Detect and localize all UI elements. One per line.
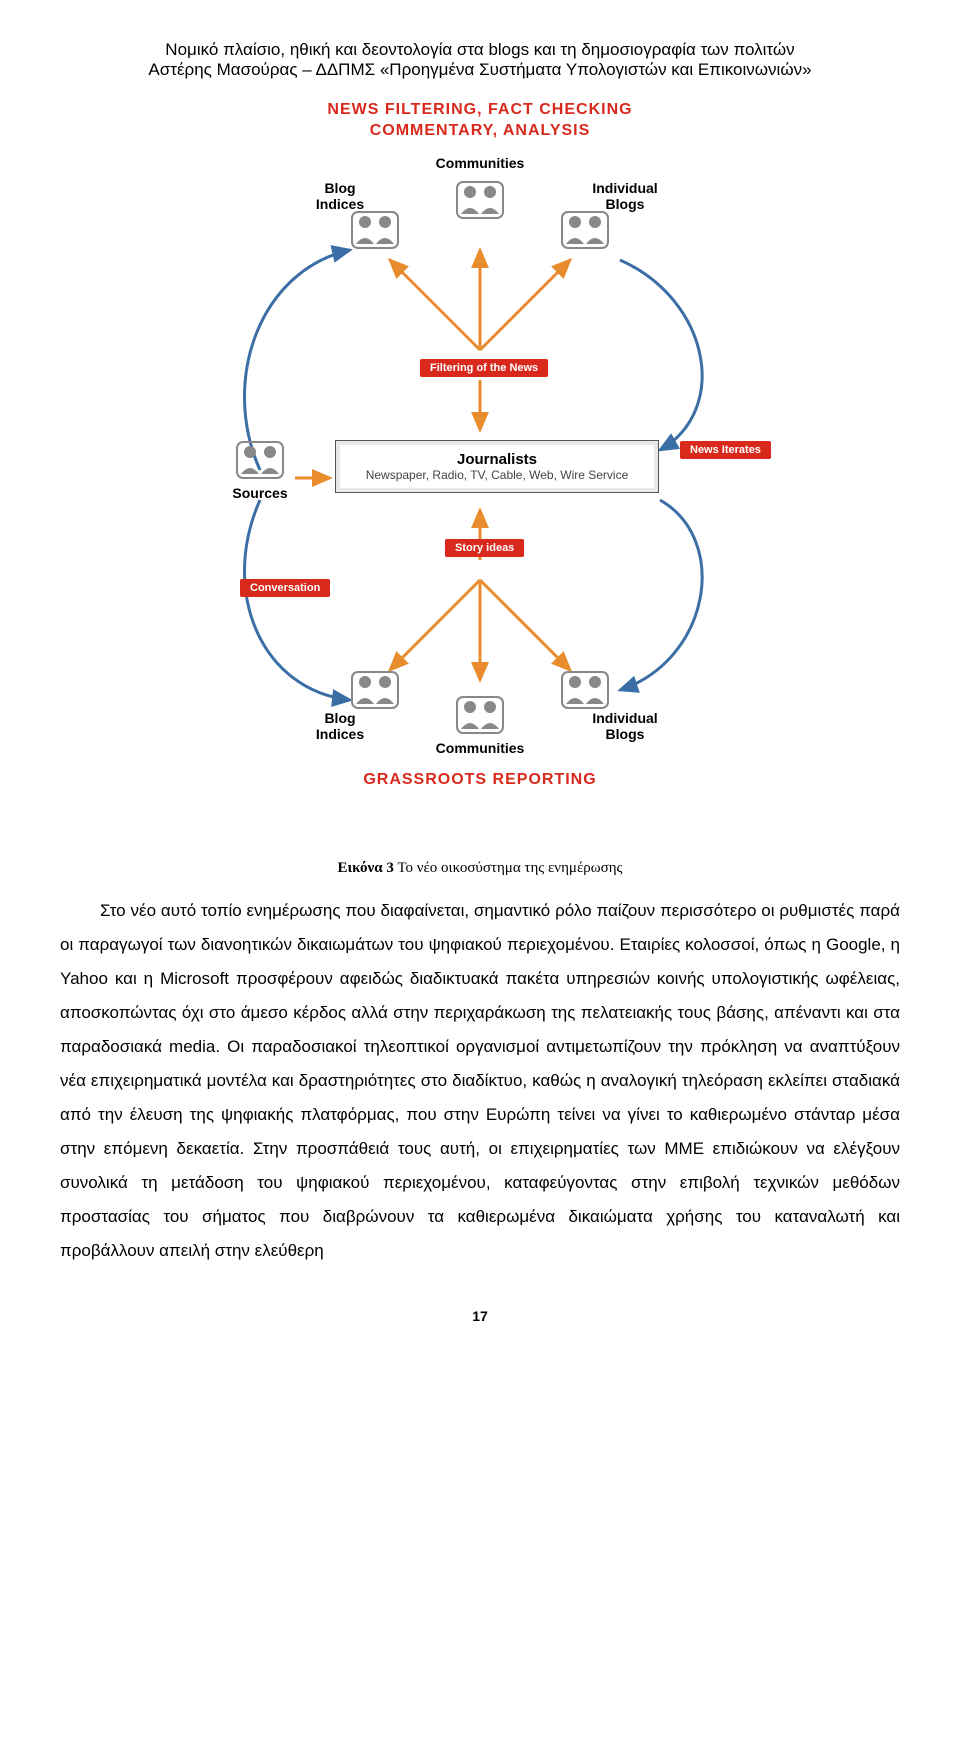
header-line2: Αστέρης Μασούρας – ΔΔΠΜΣ «Προηγμένα Συστ…	[60, 60, 900, 80]
diagram-container: NEWS FILTERING, FACT CHECKING COMMENTARY…	[60, 100, 900, 820]
label-communities-bottom: Communities	[430, 740, 530, 756]
top-red-heading: NEWS FILTERING, FACT CHECKING COMMENTARY…	[200, 100, 760, 142]
caption-rest: Το νέο οικοσύστημα της ενημέρωσης	[394, 860, 623, 876]
journalists-title: Journalists	[352, 451, 642, 468]
top-heading-line2: COMMENTARY, ANALYSIS	[370, 122, 591, 139]
individual-b-l1: Individual	[592, 710, 657, 726]
journalists-subtitle: Newspaper, Radio, TV, Cable, Web, Wire S…	[352, 468, 642, 482]
pill-news-iterates: News Iterates	[680, 441, 771, 459]
label-communities-top: Communities	[430, 155, 530, 171]
body-paragraph: Στο νέο αυτό τοπίο ενημέρωσης που διαφαί…	[60, 894, 900, 1268]
people-icon	[455, 180, 505, 220]
individual-b-l2: Blogs	[606, 726, 645, 742]
page-number: 17	[60, 1308, 900, 1324]
bottom-red-heading: GRASSROOTS REPORTING	[200, 770, 760, 791]
people-icon	[350, 210, 400, 250]
people-icon	[560, 670, 610, 710]
label-sources: Sources	[225, 485, 295, 501]
people-icon	[235, 440, 285, 480]
blog-indices-b-l1: Blog	[324, 710, 355, 726]
label-individual-blogs-bottom: Individual Blogs	[580, 710, 670, 742]
blog-indices-l1: Blog	[324, 180, 355, 196]
caption-bold: Εικόνα 3	[337, 860, 393, 876]
label-blog-indices-bottom: Blog Indices	[305, 710, 375, 742]
header-line1: Νομικό πλαίσιο, ηθική και δεοντολογία στ…	[60, 40, 900, 60]
journalists-box: Journalists Newspaper, Radio, TV, Cable,…	[335, 440, 659, 493]
news-ecosystem-diagram: NEWS FILTERING, FACT CHECKING COMMENTARY…	[200, 100, 760, 820]
pill-story-ideas: Story ideas	[445, 539, 524, 557]
label-individual-blogs-top: Individual Blogs	[580, 180, 670, 212]
blog-indices-b-l2: Indices	[316, 726, 364, 742]
top-heading-line1: NEWS FILTERING, FACT CHECKING	[327, 101, 632, 118]
people-icon	[560, 210, 610, 250]
pill-filtering: Filtering of the News	[420, 359, 548, 377]
people-icon	[455, 695, 505, 735]
figure-caption: Εικόνα 3 Το νέο οικοσύστημα της ενημέρωσ…	[60, 860, 900, 877]
pill-conversation: Conversation	[240, 579, 330, 597]
individual-l2: Blogs	[606, 196, 645, 212]
people-icon	[350, 670, 400, 710]
label-blog-indices-top: Blog Indices	[305, 180, 375, 212]
individual-l1: Individual	[592, 180, 657, 196]
